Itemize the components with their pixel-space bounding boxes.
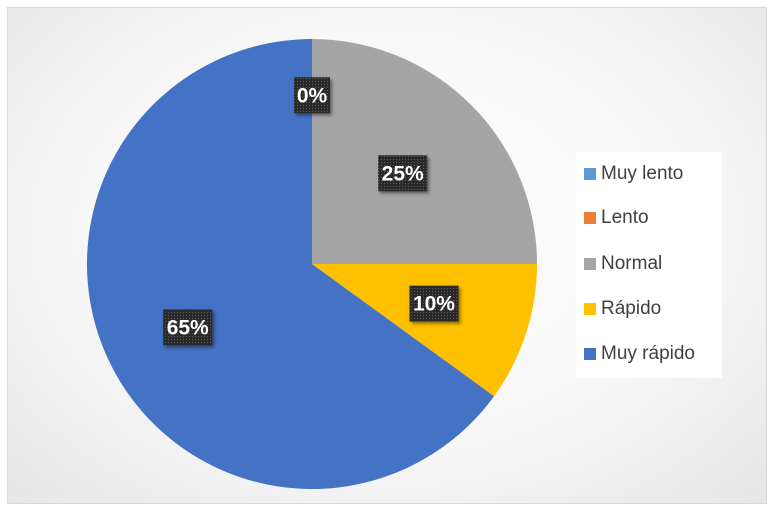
legend-label-rapido: Rápido — [601, 298, 662, 319]
slice-normal — [312, 39, 537, 264]
data-label-box-muy-rapido — [163, 309, 213, 346]
data-label-rapido: 10% — [409, 285, 459, 322]
legend-swatch-normal — [584, 258, 596, 270]
slice-muy-rapido — [87, 39, 495, 489]
data-label-muy-rapido: 65% — [163, 309, 213, 346]
legend-label-normal: Normal — [601, 253, 663, 274]
legend-label-muy-lento: Muy lento — [601, 163, 684, 184]
data-label-box-rapido — [409, 285, 459, 322]
data-label-text-rapido: 10% — [413, 293, 455, 316]
legend-label-muy-rapido: Muy rápido — [601, 343, 695, 364]
legend-swatch-muy-rapido — [584, 348, 596, 360]
data-label-box-normal — [378, 155, 428, 192]
data-label-box-muy-lento — [294, 77, 330, 114]
legend-label-lento: Lento — [601, 207, 649, 228]
data-label-muy-lento: 0% — [294, 77, 330, 114]
legend-item-muy-lento: Muy lento — [584, 162, 683, 186]
legend-item-muy-rapido: Muy rápido — [584, 342, 695, 366]
data-label-text-muy-lento: 0% — [297, 84, 328, 107]
data-label-normal: 25% — [378, 155, 428, 192]
legend-item-normal: Normal — [584, 252, 662, 276]
legend-item-lento: Lento — [584, 206, 649, 230]
legend-swatch-rapido — [584, 303, 596, 315]
data-label-text-muy-rapido: 65% — [167, 316, 209, 339]
legend-item-rapido: Rápido — [584, 297, 661, 321]
slice-rapido — [312, 264, 537, 397]
legend: Muy lento Lento Normal Rápido Muy rápido — [576, 152, 722, 378]
legend-swatch-lento — [584, 212, 596, 224]
data-label-text-normal: 25% — [382, 162, 424, 185]
legend-swatch-muy-lento — [584, 168, 596, 180]
